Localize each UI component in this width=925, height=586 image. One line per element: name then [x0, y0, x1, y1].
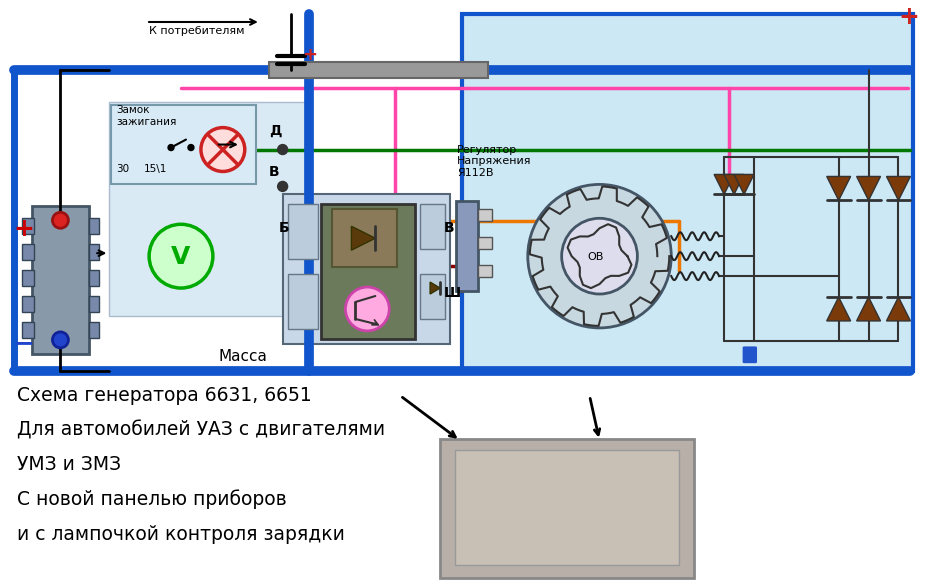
Bar	[21, 219, 33, 234]
Polygon shape	[352, 226, 376, 250]
Text: +: +	[898, 5, 919, 29]
Bar	[288, 274, 317, 329]
Bar	[420, 205, 445, 249]
Bar	[462, 14, 913, 371]
Text: Замок: Замок	[117, 105, 150, 115]
Circle shape	[188, 145, 194, 151]
Text: и с лампочкой контроля зарядки: и с лампочкой контроля зарядки	[17, 525, 344, 544]
Bar	[90, 296, 99, 312]
Text: В: В	[268, 165, 279, 179]
Circle shape	[53, 332, 68, 348]
Bar	[90, 322, 99, 338]
Text: В: В	[444, 222, 455, 235]
Text: Ш: Ш	[444, 286, 462, 300]
Bar	[420, 274, 445, 319]
Text: +: +	[302, 46, 317, 64]
Text: Д: Д	[268, 124, 281, 138]
Bar	[90, 219, 99, 234]
Bar	[21, 244, 33, 260]
Circle shape	[278, 182, 288, 192]
Bar	[440, 438, 694, 578]
Bar	[478, 209, 492, 222]
Bar	[320, 205, 415, 339]
Text: Б: Б	[278, 222, 290, 235]
Polygon shape	[827, 297, 851, 321]
Text: 15\1: 15\1	[144, 165, 167, 175]
Polygon shape	[857, 176, 881, 200]
Bar	[268, 62, 487, 78]
Bar	[283, 195, 450, 344]
Circle shape	[345, 287, 389, 331]
Text: С новой панелью приборов: С новой панелью приборов	[17, 489, 287, 509]
Circle shape	[149, 224, 213, 288]
Bar	[455, 451, 679, 565]
Polygon shape	[734, 175, 754, 195]
Circle shape	[528, 185, 672, 328]
Text: 30: 30	[117, 165, 130, 175]
Text: Регулятор
Напряжения
Я112В: Регулятор Напряжения Я112В	[457, 145, 532, 178]
Bar	[21, 296, 33, 312]
Text: Схема генератора 6631, 6651: Схема генератора 6631, 6651	[17, 386, 312, 405]
Polygon shape	[827, 176, 851, 200]
Text: Для автомобилей УАЗ с двигателями: Для автомобилей УАЗ с двигателями	[17, 420, 385, 440]
Text: К потребителям: К потребителям	[149, 26, 244, 36]
Text: −: −	[744, 348, 756, 362]
Text: V: V	[171, 245, 191, 269]
Polygon shape	[886, 297, 910, 321]
Bar	[478, 237, 492, 249]
Polygon shape	[857, 297, 881, 321]
Circle shape	[561, 219, 637, 294]
Polygon shape	[714, 175, 734, 195]
Bar	[288, 205, 317, 259]
Text: +: +	[14, 217, 34, 241]
Text: Масса: Масса	[219, 349, 267, 364]
Bar	[90, 244, 99, 260]
Bar	[31, 206, 90, 354]
Bar	[456, 202, 478, 291]
Text: зажигания: зажигания	[117, 117, 177, 127]
Text: −: −	[14, 331, 34, 355]
Text: УМЗ и ЗМЗ: УМЗ и ЗМЗ	[17, 455, 120, 475]
Bar	[478, 265, 492, 277]
Bar	[111, 105, 255, 185]
Bar	[21, 322, 33, 338]
Circle shape	[278, 145, 288, 155]
Polygon shape	[886, 176, 910, 200]
Circle shape	[53, 212, 68, 229]
Polygon shape	[724, 175, 744, 195]
Circle shape	[201, 128, 245, 172]
Text: ОВ: ОВ	[587, 252, 604, 262]
Bar	[332, 209, 397, 267]
Bar	[21, 270, 33, 286]
Bar	[90, 270, 99, 286]
Bar	[109, 102, 309, 316]
Circle shape	[168, 145, 174, 151]
Polygon shape	[430, 282, 440, 294]
